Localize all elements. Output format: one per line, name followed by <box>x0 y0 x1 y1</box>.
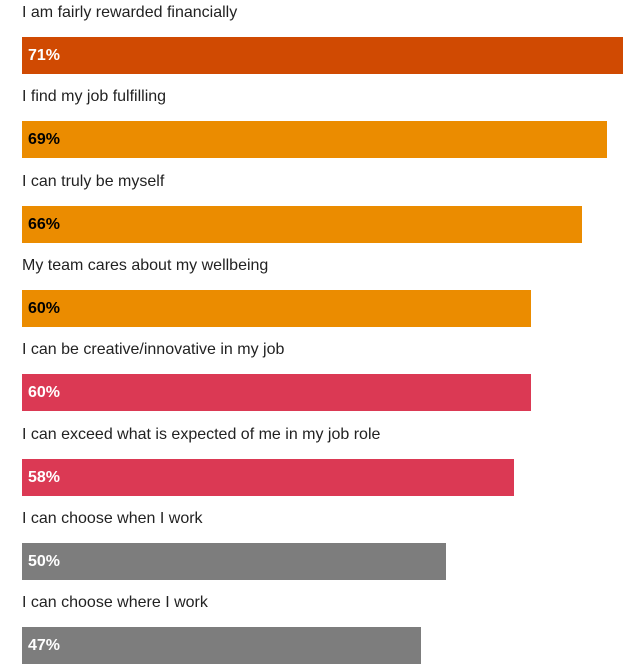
bar: 60% <box>22 374 531 412</box>
value-label: 60% <box>28 384 61 402</box>
category-label: I can choose where I work <box>22 594 208 612</box>
bar: 58% <box>22 458 514 496</box>
category-label: I can be creative/innovative in my job <box>22 341 285 359</box>
value-label: 60% <box>28 299 61 317</box>
bar: 69% <box>22 121 607 159</box>
category-label: I can exceed what is expected of me in m… <box>22 425 381 443</box>
bar: 60% <box>22 289 531 327</box>
value-label: 50% <box>28 552 61 570</box>
bar: 47% <box>22 627 421 665</box>
category-label: I find my job fulfilling <box>22 88 167 106</box>
category-label: I am fairly rewarded financially <box>22 4 238 21</box>
value-label: 69% <box>28 131 61 149</box>
category-label: I can choose when I work <box>22 509 203 527</box>
category-label: My team cares about my wellbeing <box>22 256 269 274</box>
value-label: 47% <box>28 637 61 655</box>
category-label: I can truly be myself <box>22 172 165 190</box>
value-label: 66% <box>28 215 61 233</box>
value-label: 58% <box>28 468 61 486</box>
bar: 66% <box>22 205 582 243</box>
bar: 71% <box>22 37 623 74</box>
value-label: 71% <box>28 47 61 64</box>
bar: 50% <box>22 542 446 580</box>
